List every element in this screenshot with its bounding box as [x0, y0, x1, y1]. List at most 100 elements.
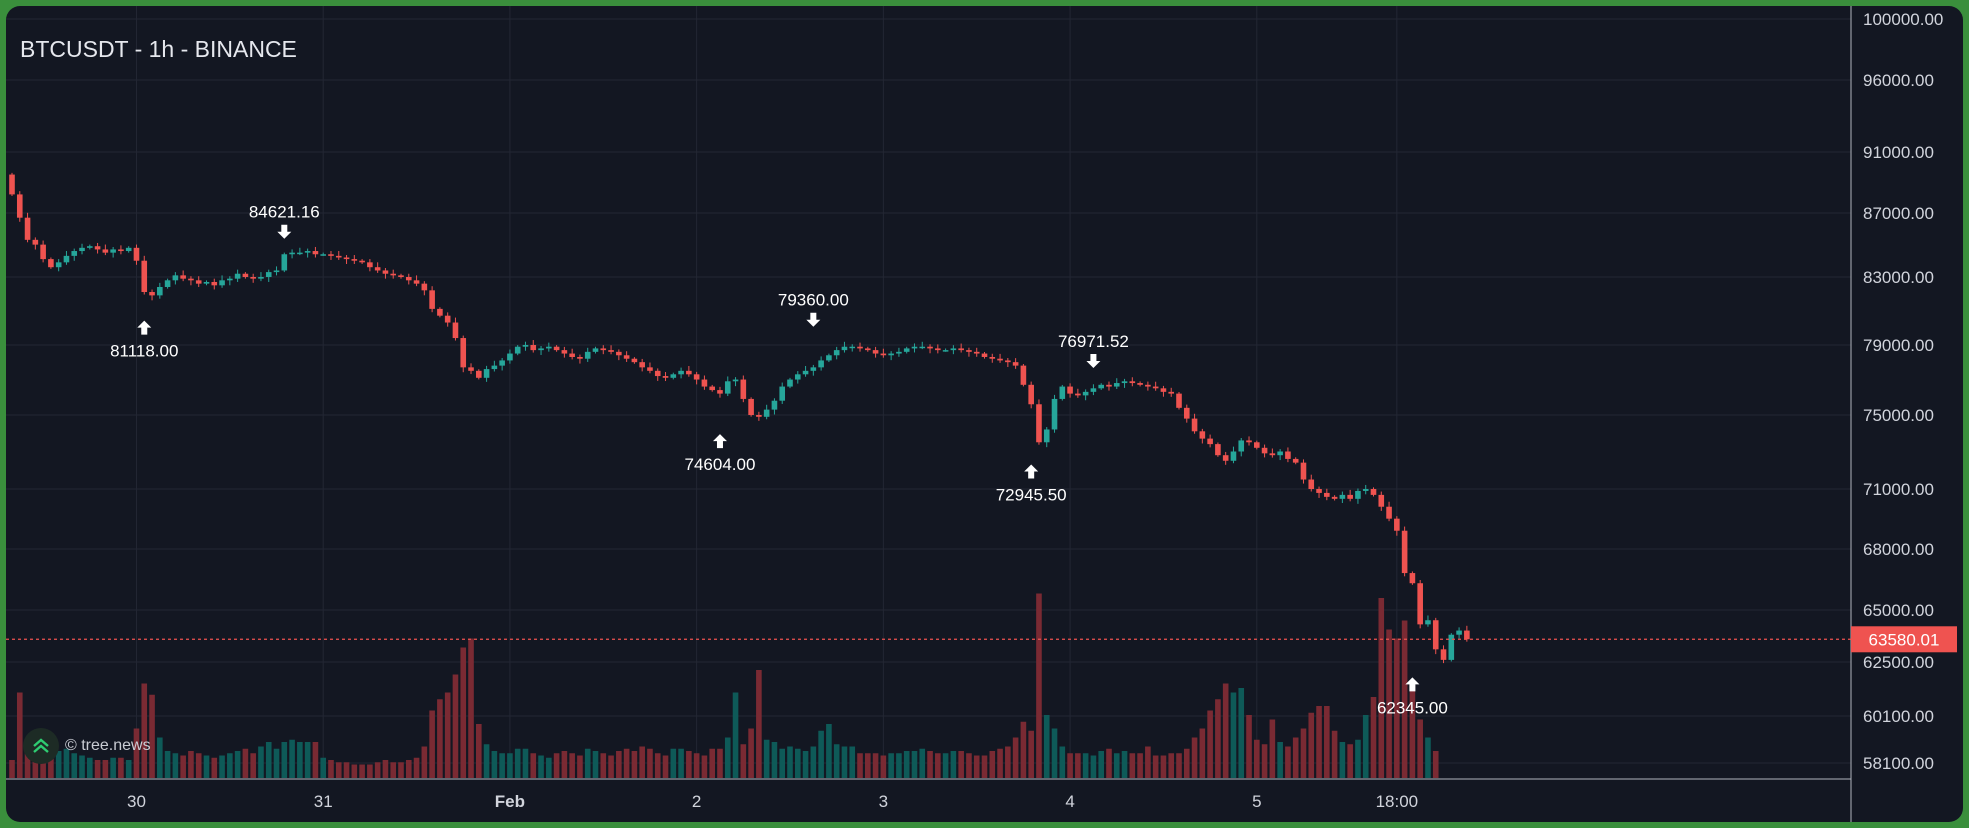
volume-bar — [1215, 699, 1221, 778]
volume-bar — [1394, 638, 1400, 778]
candle-body — [701, 379, 708, 387]
candle-body — [250, 277, 256, 279]
volume-bar — [997, 748, 1003, 778]
volume-bar — [468, 638, 474, 778]
volume-bar — [942, 753, 949, 778]
high-label: 84621.16 — [249, 203, 320, 222]
candle-body — [1012, 362, 1019, 366]
volume-bar — [1347, 744, 1353, 778]
grid-layer — [6, 6, 1851, 779]
candle-body — [1121, 381, 1128, 384]
volume-bar — [1292, 737, 1299, 778]
volume-bar — [1168, 753, 1175, 778]
watermark: © tree.news — [23, 728, 151, 764]
volume-bar — [141, 683, 148, 778]
volume-bar — [1051, 728, 1058, 778]
volume-bar — [849, 746, 856, 778]
candle-body — [1028, 384, 1034, 405]
volume-bar — [40, 757, 46, 778]
volume-bar — [63, 748, 70, 778]
candle-body — [390, 273, 397, 276]
volume-bar — [903, 751, 910, 778]
volume-bar — [133, 728, 140, 778]
volume-bar — [203, 755, 210, 778]
candle-body — [16, 194, 23, 218]
candle-body — [849, 346, 856, 349]
volume-bar — [833, 744, 840, 778]
candle-body — [1067, 386, 1073, 394]
candle-body — [359, 260, 365, 263]
candle-body — [522, 345, 529, 347]
candle-body — [1277, 451, 1283, 456]
candle-body — [242, 273, 249, 277]
candle-body — [553, 346, 560, 351]
candle-body — [1308, 479, 1315, 489]
candle-body — [717, 390, 723, 394]
volume-bar — [1300, 728, 1307, 778]
candle-body — [732, 379, 739, 382]
candle-body — [1238, 440, 1245, 452]
candle-body — [1331, 496, 1338, 499]
arrow-up-icon — [137, 320, 152, 335]
chart-frame: 81118.00 84621.16 74604.00 79360.00 72945.50… — [6, 6, 1963, 822]
candle-body — [569, 353, 575, 357]
tree-logo-icon — [23, 728, 59, 764]
volume-bar — [981, 755, 988, 778]
volume-bar — [1238, 688, 1245, 778]
volume-bar — [335, 762, 342, 778]
candle-body — [1082, 391, 1089, 396]
volume-bar — [872, 753, 879, 778]
candle-body — [841, 346, 848, 351]
volume-bar — [265, 742, 272, 778]
candle-body — [740, 379, 747, 399]
candle-body — [289, 252, 295, 255]
candle-body — [1137, 383, 1143, 385]
candle-body — [437, 308, 443, 316]
candle-body — [507, 353, 513, 361]
candle-body — [1464, 630, 1470, 640]
candle-body — [584, 351, 591, 359]
arrow-up-icon — [1024, 464, 1039, 479]
y-tick-label: 83000.00 — [1863, 268, 1934, 287]
volume-bar — [732, 692, 739, 778]
candle-body — [942, 350, 949, 352]
candle-body — [125, 247, 132, 252]
volume-bar — [802, 751, 809, 778]
candle-body — [444, 315, 451, 323]
candle-body — [1145, 384, 1151, 387]
candle-body — [631, 358, 638, 363]
candle-body — [312, 251, 319, 255]
candle-body — [483, 369, 490, 378]
candle-body — [600, 348, 607, 351]
candlestick-chart[interactable]: 81118.00 84621.16 74604.00 79360.00 72945.50… — [6, 6, 1963, 822]
candle-body — [1417, 583, 1423, 625]
candle-body — [1176, 393, 1182, 408]
volume-bar — [701, 755, 708, 778]
candle-body — [865, 348, 871, 351]
volume-bar — [592, 751, 599, 778]
volume-bar — [258, 746, 264, 778]
candle-body — [1222, 455, 1229, 461]
volume-bar — [351, 764, 358, 778]
high-label: 76971.52 — [1058, 332, 1129, 351]
candle-body — [1043, 429, 1050, 443]
candle-body — [608, 350, 614, 352]
volume-bar — [483, 744, 490, 778]
annotation-layer: 81118.00 84621.16 74604.00 79360.00 72945.50… — [110, 203, 1448, 718]
candle-body — [1106, 384, 1112, 387]
low-label: 62345.00 — [1377, 698, 1448, 717]
candle-body — [670, 374, 677, 378]
low-label: 74604.00 — [685, 455, 756, 474]
volume-bar — [320, 757, 326, 778]
y-tick-label: 62500.00 — [1863, 653, 1934, 672]
volume-bar — [880, 755, 887, 778]
volume-bar — [24, 751, 31, 778]
volume-bar — [1339, 742, 1346, 778]
volume-bar — [304, 742, 311, 778]
volume-bar — [1417, 719, 1423, 778]
volume-bar — [273, 748, 280, 778]
volume-bar — [125, 760, 132, 778]
volume-bar — [437, 699, 443, 778]
volume-bar — [1059, 746, 1066, 778]
volume-bar — [452, 674, 459, 778]
